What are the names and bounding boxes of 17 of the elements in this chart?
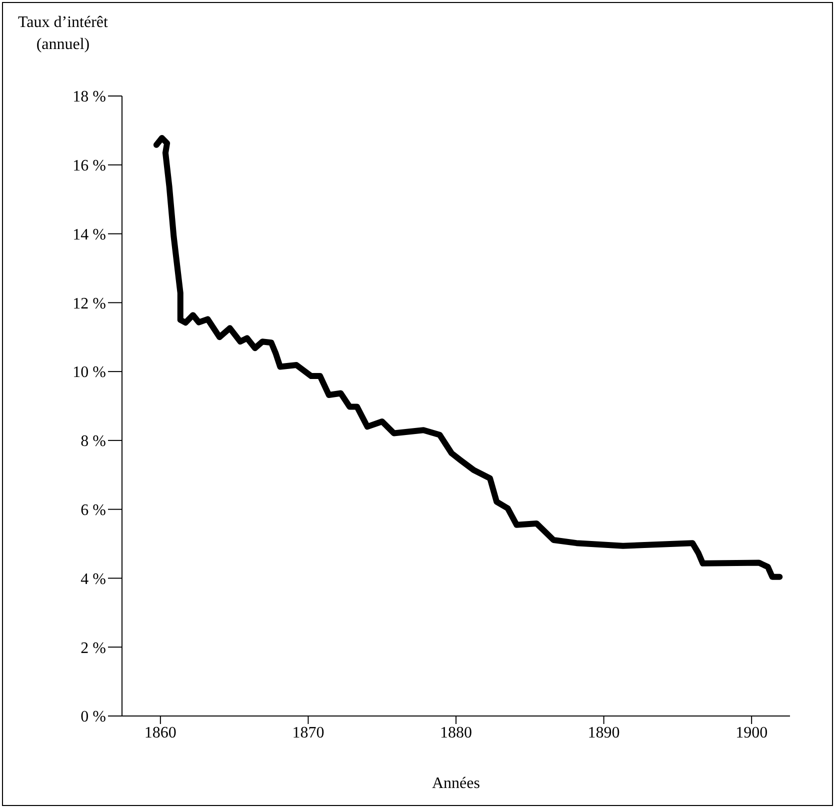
y-tick-label: 2 % <box>80 640 106 657</box>
y-tick-label: 4 % <box>80 570 106 588</box>
y-tick-label: 8 % <box>80 433 106 450</box>
y-axis-title: Taux d’intérêt (annuel) <box>18 13 108 55</box>
x-tick-label: 1890 <box>588 724 620 742</box>
x-tick-label: 1880 <box>440 724 472 742</box>
x-tick-label: 1900 <box>736 724 768 742</box>
y-tick-label: 0 % <box>80 708 106 726</box>
y-tick-label: 18 % <box>72 88 106 106</box>
y-tick-label: 10 % <box>72 364 106 382</box>
y-tick-label: 16 % <box>72 158 106 175</box>
y-tick-label: 6 % <box>80 502 106 520</box>
x-axis-title: Années <box>431 775 481 793</box>
x-tick-label: 1860 <box>144 724 176 742</box>
x-tick-label: 1870 <box>292 724 324 742</box>
y-tick-label: 12 % <box>72 295 106 312</box>
y-tick-label: 14 % <box>72 226 106 244</box>
